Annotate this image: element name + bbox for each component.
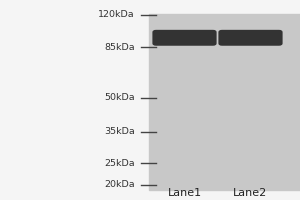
Text: 120kDa: 120kDa xyxy=(98,10,135,19)
Bar xyxy=(148,14,300,190)
Text: 50kDa: 50kDa xyxy=(104,93,135,102)
Text: 85kDa: 85kDa xyxy=(104,43,135,52)
FancyBboxPatch shape xyxy=(152,30,217,46)
Text: Lane1: Lane1 xyxy=(167,188,202,198)
Text: 25kDa: 25kDa xyxy=(104,159,135,168)
Text: 35kDa: 35kDa xyxy=(104,127,135,136)
FancyBboxPatch shape xyxy=(218,30,283,46)
Text: 20kDa: 20kDa xyxy=(104,180,135,189)
Text: Lane2: Lane2 xyxy=(233,188,268,198)
